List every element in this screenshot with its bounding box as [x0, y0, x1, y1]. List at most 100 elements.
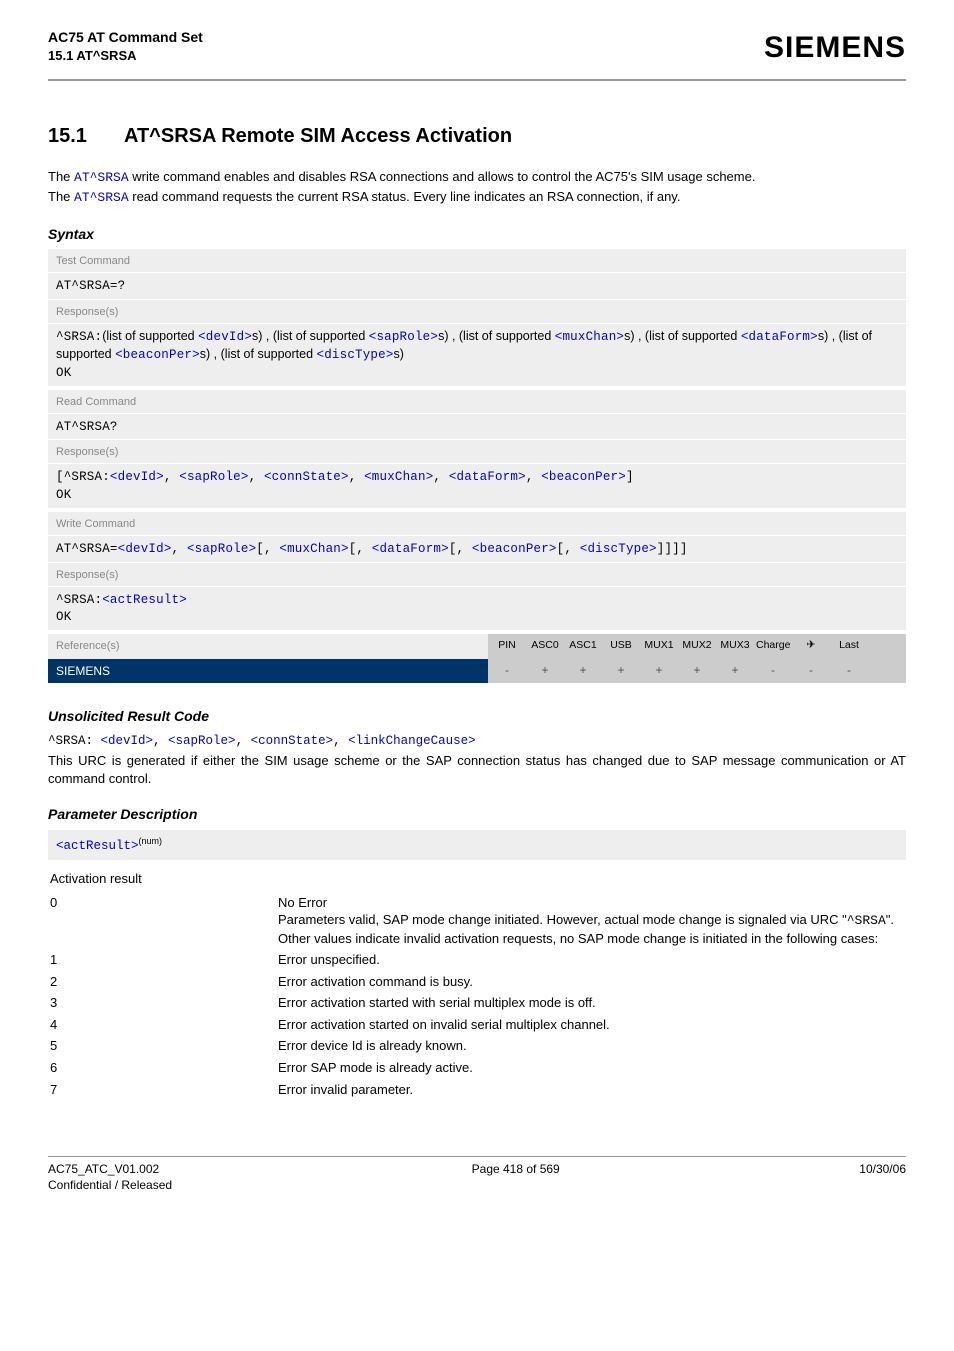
reference-columns: PIN ASC0 ASC1 USB MUX1 MUX2 MUX3 Charge …	[488, 634, 906, 659]
siemens-vendor-label: SIEMENS	[48, 659, 488, 683]
ref-col-mux3: MUX3	[716, 634, 754, 659]
siemens-logo: SIEMENS	[764, 28, 906, 69]
saprole-link[interactable]: <sapRole>	[179, 470, 248, 484]
param-code: 3	[48, 992, 278, 1014]
footer-rule	[48, 1156, 906, 1157]
test-response-text: ^SRSA:(list of supported <devId>s) , (li…	[48, 324, 906, 387]
ref-col-asc0: ASC0	[526, 634, 564, 659]
param-desc: Error activation command is busy.	[278, 971, 906, 993]
devid-link[interactable]: <devId>	[198, 330, 252, 344]
section-heading: 15.1AT^SRSA Remote SIM Access Activation	[48, 123, 906, 150]
table-row: 3Error activation started with serial mu…	[48, 992, 906, 1014]
ref-val: -	[754, 659, 792, 683]
reference-header-row: Reference(s) PIN ASC0 ASC1 USB MUX1 MUX2…	[48, 634, 906, 659]
table-row: 1Error unspecified.	[48, 949, 906, 971]
read-command-label: Read Command	[48, 390, 906, 414]
intro-paragraph-2: The AT^SRSA read command requests the cu…	[48, 188, 906, 207]
test-command-label: Test Command	[48, 249, 906, 273]
ref-col-asc1: ASC1	[564, 634, 602, 659]
ref-val: -	[488, 659, 526, 683]
reference-values: - + + + + + + - - -	[488, 659, 906, 683]
ref-val: -	[830, 659, 868, 683]
syntax-heading: Syntax	[48, 225, 906, 244]
table-row: 0 No Error Parameters valid, SAP mode ch…	[48, 892, 906, 950]
beaconper-link[interactable]: <beaconPer>	[541, 470, 626, 484]
param-desc: No Error Parameters valid, SAP mode chan…	[278, 892, 906, 950]
dataform-link[interactable]: <dataForm>	[741, 330, 818, 344]
responses-label: Response(s)	[48, 300, 906, 324]
at-srsa-link[interactable]: AT^SRSA	[74, 170, 129, 185]
saprole-link[interactable]: <sapRole>	[187, 542, 256, 556]
devid-link[interactable]: <devId>	[101, 734, 154, 748]
param-desc: Error activation started on invalid seri…	[278, 1014, 906, 1036]
connstate-link[interactable]: <connState>	[251, 734, 334, 748]
ref-col-charge: Charge	[754, 634, 792, 659]
references-label: Reference(s)	[48, 634, 488, 659]
reference-value-row: SIEMENS - + + + + + + - - -	[48, 659, 906, 683]
table-row: 5Error device Id is already known.	[48, 1035, 906, 1057]
urc-syntax: ^SRSA: <devId>, <sapRole>, <connState>, …	[48, 732, 906, 750]
param-desc: Error SAP mode is already active.	[278, 1057, 906, 1079]
table-row: 7Error invalid parameter.	[48, 1079, 906, 1101]
table-row: Activation result	[48, 864, 906, 892]
airplane-icon: ✈	[792, 634, 830, 659]
ref-val: -	[792, 659, 830, 683]
param-code: 2	[48, 971, 278, 993]
at-srsa-link[interactable]: AT^SRSA	[74, 190, 129, 205]
responses-label: Response(s)	[48, 563, 906, 587]
header-rule	[48, 79, 906, 81]
table-row: 4Error activation started on invalid ser…	[48, 1014, 906, 1036]
devid-link[interactable]: <devId>	[118, 542, 172, 556]
ref-val: +	[564, 659, 602, 683]
actresult-link[interactable]: <actResult>	[56, 839, 139, 853]
table-row: 6Error SAP mode is already active.	[48, 1057, 906, 1079]
saprole-link[interactable]: <sapRole>	[168, 734, 236, 748]
param-title: Activation result	[48, 864, 906, 892]
param-code: 0	[48, 892, 278, 950]
ref-val: +	[526, 659, 564, 683]
beaconper-link[interactable]: <beaconPer>	[472, 542, 557, 556]
ref-col-last: Last	[830, 634, 868, 659]
write-command-label: Write Command	[48, 512, 906, 536]
write-response-text: ^SRSA:<actResult> OK	[48, 587, 906, 632]
beaconper-link[interactable]: <beaconPer>	[115, 348, 200, 362]
write-command-text: AT^SRSA=<devId>, <sapRole>[, <muxChan>[,…	[48, 536, 906, 563]
syntax-block: Test Command AT^SRSA=? Response(s) ^SRSA…	[48, 249, 906, 683]
ref-col-mux2: MUX2	[678, 634, 716, 659]
read-response-text: [^SRSA:<devId>, <sapRole>, <connState>, …	[48, 464, 906, 509]
footer-center: Page 418 of 569	[472, 1161, 560, 1193]
devid-link[interactable]: <devId>	[110, 470, 164, 484]
read-command-text: AT^SRSA?	[48, 414, 906, 441]
param-type-sup: (num)	[139, 836, 163, 846]
footer-right: 10/30/06	[859, 1161, 906, 1193]
header-left-block: AC75 AT Command Set 15.1 AT^SRSA	[48, 28, 203, 64]
saprole-link[interactable]: <sapRole>	[369, 330, 438, 344]
disctype-link[interactable]: <discType>	[580, 542, 657, 556]
ref-val: +	[640, 659, 678, 683]
muxchan-link[interactable]: <muxChan>	[555, 330, 624, 344]
param-code: 5	[48, 1035, 278, 1057]
muxchan-link[interactable]: <muxChan>	[364, 470, 433, 484]
linkchangecause-link[interactable]: <linkChangeCause>	[348, 734, 476, 748]
param-desc: Error invalid parameter.	[278, 1079, 906, 1101]
param-code: 4	[48, 1014, 278, 1036]
intro-paragraph-1: The AT^SRSA write command enables and di…	[48, 168, 906, 187]
disctype-link[interactable]: <discType>	[317, 348, 394, 362]
actresult-link[interactable]: <actResult>	[102, 593, 187, 607]
dataform-link[interactable]: <dataForm>	[372, 542, 449, 556]
muxchan-link[interactable]: <muxChan>	[279, 542, 348, 556]
ref-val: +	[602, 659, 640, 683]
param-desc-heading: Parameter Description	[48, 805, 906, 824]
ref-col-mux1: MUX1	[640, 634, 678, 659]
doc-subtitle: 15.1 AT^SRSA	[48, 47, 203, 65]
param-desc: Error unspecified.	[278, 949, 906, 971]
ref-val: +	[716, 659, 754, 683]
page-header: AC75 AT Command Set 15.1 AT^SRSA SIEMENS	[48, 28, 906, 69]
ref-val: +	[678, 659, 716, 683]
ref-col-usb: USB	[602, 634, 640, 659]
connstate-link[interactable]: <connState>	[264, 470, 349, 484]
param-table: Activation result 0 No Error Parameters …	[48, 864, 906, 1100]
doc-title: AC75 AT Command Set	[48, 28, 203, 47]
dataform-link[interactable]: <dataForm>	[449, 470, 526, 484]
param-code: 1	[48, 949, 278, 971]
